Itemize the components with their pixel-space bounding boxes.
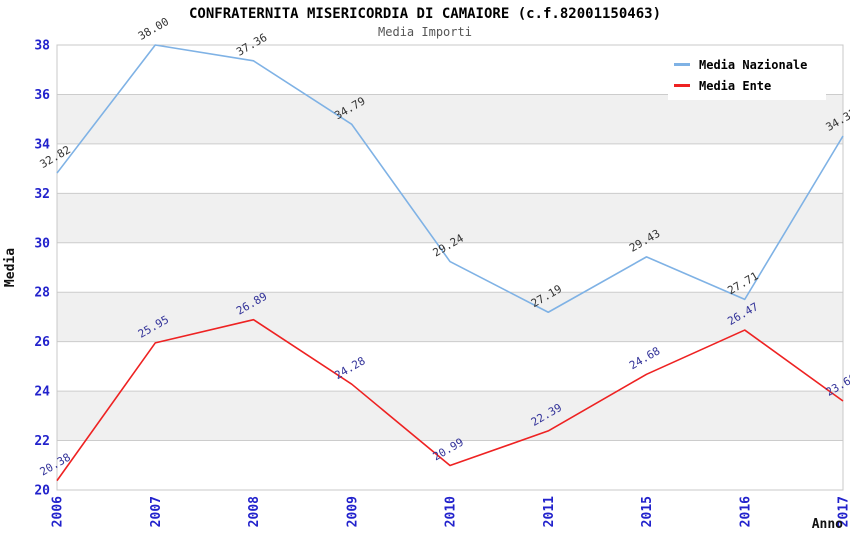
y-tick-label: 24 <box>34 385 50 400</box>
plot-band <box>57 193 843 243</box>
y-tick-label: 20 <box>34 484 50 499</box>
x-tick-label: 2010 <box>444 496 459 527</box>
legend-swatch-media-ente-icon <box>674 84 690 87</box>
legend: Media Nazionale Media Ente <box>668 52 826 100</box>
plot-band <box>57 242 843 293</box>
x-tick-label: 2016 <box>738 496 753 527</box>
x-axis-title: Anno <box>812 517 843 532</box>
y-tick-label: 32 <box>34 187 50 202</box>
x-tick-label: 2015 <box>640 496 655 527</box>
series-line-media-ente <box>56 318 844 482</box>
x-tick-label: 2008 <box>247 496 262 527</box>
y-axis-title: Media <box>3 248 18 287</box>
legend-label-media-nazionale: Media Nazionale <box>699 57 808 72</box>
y-tick-label: 38 <box>34 39 50 54</box>
data-label: 38.00 <box>136 15 171 43</box>
y-tick-label: 36 <box>34 88 50 103</box>
x-tick-label: 2011 <box>542 496 557 527</box>
legend-item-media-ente: Media Ente <box>674 75 826 96</box>
y-tick-label: 28 <box>34 286 50 301</box>
plot-band <box>57 391 843 441</box>
plot-band <box>57 292 843 342</box>
plot-band <box>57 341 843 392</box>
chart-subtitle: Media Importi <box>378 25 472 39</box>
y-tick-label: 26 <box>34 335 50 350</box>
chart-title: CONFRATERNITA MISERICORDIA DI CAMAIORE (… <box>188 6 661 22</box>
x-tick-label: 2006 <box>51 496 66 527</box>
plot-band <box>57 143 843 194</box>
x-tick-label: 2017 <box>837 496 850 527</box>
x-tick-label: 2009 <box>345 496 360 527</box>
y-tick-label: 34 <box>34 137 50 152</box>
y-tick-label: 22 <box>34 434 50 449</box>
y-tick-label: 30 <box>34 236 50 251</box>
legend-label-media-ente: Media Ente <box>699 78 772 93</box>
x-tick-label: 2007 <box>149 496 164 527</box>
plot-border <box>56 44 844 491</box>
plot-band <box>57 94 843 144</box>
series-line-media-nazionale <box>56 44 844 314</box>
legend-swatch-media-nazionale-icon <box>674 63 690 66</box>
legend-item-media-nazionale: Media Nazionale <box>674 54 826 75</box>
